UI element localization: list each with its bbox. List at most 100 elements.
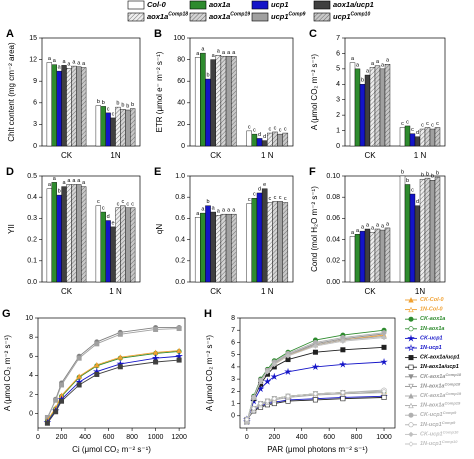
- bar: [256, 192, 263, 283]
- significance-letter: a: [48, 182, 52, 188]
- marker: [312, 343, 319, 349]
- x-tick-label: 1 N: [414, 151, 427, 160]
- bar: [434, 176, 441, 283]
- x-axis-label: PAR (μmol photons m⁻² s⁻¹): [267, 445, 368, 454]
- bar: [399, 175, 406, 283]
- x-tick-label: CK: [210, 287, 222, 296]
- legend-name: aox1a: [147, 12, 168, 21]
- panel-label: D: [6, 166, 14, 178]
- bar: [282, 202, 289, 283]
- x-tick-label: 600: [103, 434, 115, 441]
- bar: [429, 128, 436, 147]
- significance-letter: b: [361, 78, 364, 84]
- legend-label: ucp1Comp10: [333, 12, 370, 21]
- marker: [381, 344, 387, 350]
- legend-label: CK-aox1a/ucp1: [420, 355, 460, 361]
- marker: [340, 347, 346, 353]
- significance-letter: c: [426, 121, 429, 127]
- significance-letter: c: [253, 192, 256, 198]
- bar: [379, 229, 386, 283]
- bar: [200, 212, 206, 283]
- y-axis-label: ETR (μmol e⁻ m⁻² s⁻¹): [155, 51, 164, 132]
- legend-label: aox1a/ucp1: [333, 0, 374, 9]
- legend-label: CK-Col-0: [420, 297, 444, 303]
- bar: [205, 205, 211, 283]
- legend-name: CK-aox1a/ucp1: [420, 355, 460, 361]
- bar: [379, 68, 386, 147]
- legend-name: aox1a: [209, 12, 230, 21]
- bar: [267, 132, 273, 147]
- legend-swatch: [189, 0, 207, 10]
- significance-letter: c: [112, 111, 115, 117]
- bar: [51, 64, 57, 147]
- plot-frame: [189, 175, 294, 283]
- significance-letter: a: [53, 58, 57, 64]
- marker: [53, 409, 59, 415]
- significance-letter: b: [116, 101, 119, 107]
- bar: [434, 127, 441, 147]
- significance-letter: b: [97, 99, 100, 105]
- series-line: [47, 350, 180, 421]
- marker: [312, 391, 319, 397]
- x-tick-label: 1000: [148, 434, 164, 441]
- panel-label: C: [309, 28, 317, 40]
- significance-letter: c: [274, 125, 277, 131]
- significance-letter: e: [112, 220, 115, 226]
- x-tick-label: 200: [268, 434, 280, 441]
- significance-letter: b: [421, 173, 424, 179]
- significance-letter: d: [263, 134, 266, 140]
- marker: [59, 398, 65, 404]
- legend-name: 1N-ucp1: [420, 441, 442, 447]
- significance-letter: a: [63, 180, 67, 186]
- bar: [71, 65, 77, 147]
- significance-letter: d: [107, 214, 110, 220]
- significance-letter: a: [371, 226, 375, 232]
- bar: [409, 133, 416, 147]
- significance-letter: c: [431, 122, 434, 128]
- legend-label: 1N-ucp1Comp9: [420, 420, 456, 428]
- significance-letter: a: [227, 50, 231, 56]
- significance-letter: c: [248, 124, 251, 130]
- significance-letter: a: [366, 68, 370, 74]
- y-tick-label: 2: [336, 112, 340, 119]
- significance-letter: b: [206, 72, 209, 78]
- marker: [94, 371, 100, 377]
- plot-frame: [344, 37, 446, 147]
- y-tick-label: 4: [336, 81, 340, 88]
- legend-name: aox1a: [209, 0, 230, 9]
- legend-label: CK-aox1aComp19: [420, 391, 462, 399]
- marker: [381, 330, 387, 336]
- significance-letter: c: [248, 197, 251, 203]
- y-tick-label: 0.4: [27, 194, 37, 201]
- significance-letter: c: [279, 195, 282, 201]
- bar: [251, 198, 258, 283]
- significance-letter: a: [53, 176, 57, 182]
- marker: [153, 326, 159, 332]
- y-tick-label: 0: [181, 143, 185, 150]
- bar: [194, 57, 201, 147]
- bar: [277, 133, 283, 147]
- legend-name: CK-ucp1: [420, 432, 443, 438]
- marker: [408, 306, 414, 313]
- significance-letter: c: [253, 128, 256, 134]
- significance-letter: b: [431, 174, 434, 180]
- significance-letter: a: [381, 62, 385, 68]
- significance-letter: c: [117, 201, 120, 207]
- panel-label: B: [154, 28, 162, 40]
- bar: [66, 68, 72, 147]
- marker: [311, 362, 320, 371]
- bar: [95, 205, 102, 283]
- legend-swatch: [127, 0, 145, 10]
- y-tick-label: 6: [336, 50, 340, 57]
- legend-label: CK-ucp1Comp9: [420, 410, 457, 418]
- y-tick-label: 0.08: [326, 194, 340, 201]
- bar: [215, 215, 222, 283]
- significance-letter: a: [351, 230, 355, 236]
- legend-swatch: [189, 12, 207, 22]
- plot-frame: [239, 317, 396, 429]
- significance-letter: c: [97, 199, 100, 205]
- series-line: [47, 359, 180, 424]
- significance-letter: b: [121, 103, 124, 109]
- bar: [414, 205, 421, 283]
- bar: [374, 65, 381, 147]
